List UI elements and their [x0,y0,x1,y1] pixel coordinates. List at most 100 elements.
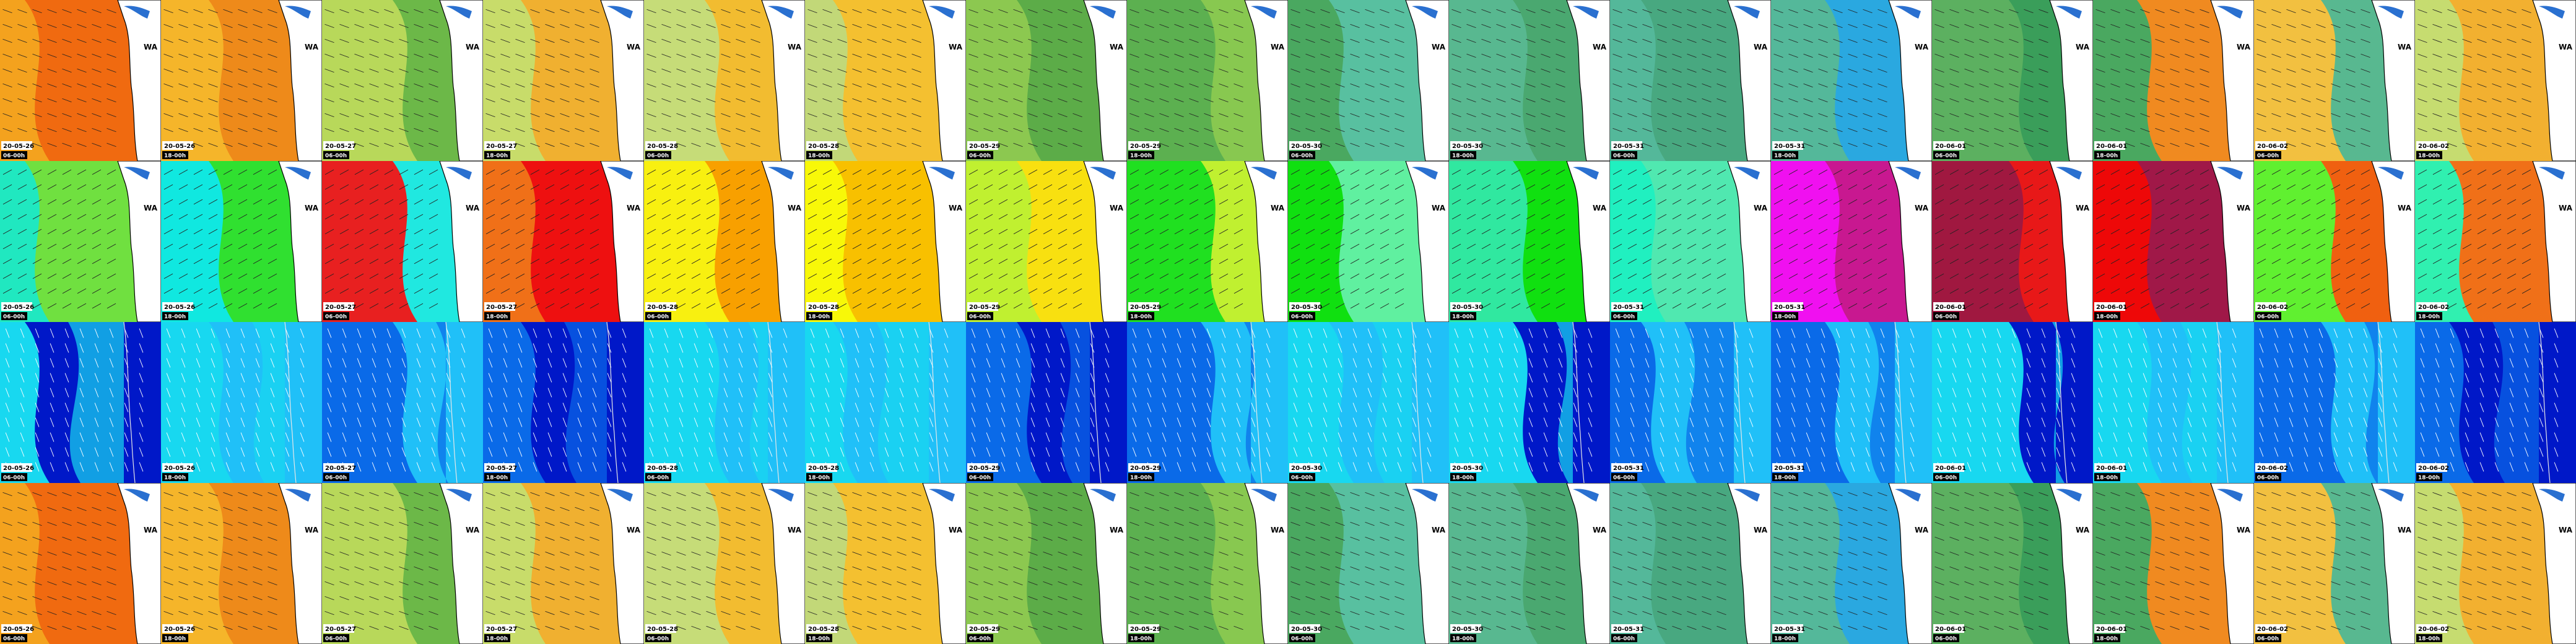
arrow [1290,113,1300,118]
arrow [676,83,686,88]
arrow [721,98,731,103]
arrow [1645,417,1650,427]
arrow [178,98,188,103]
arrow [429,113,438,118]
arrow [2170,128,2180,133]
arrow [1221,417,1226,427]
arrow [2492,228,2502,235]
arrow [2509,462,2514,472]
label-box [162,302,193,311]
arrow [1367,388,1372,398]
arrow [1615,328,1620,338]
arrow [2465,417,2469,427]
arrow [1105,343,1110,353]
arrow [268,184,277,190]
arrow [2318,402,2323,412]
arrow [1833,142,1843,147]
arrow [1657,98,1667,103]
arrow [1013,38,1023,43]
arrow [1305,199,1315,205]
arrow [1189,184,1199,190]
arrow [575,243,585,250]
arrow [2232,432,2237,442]
arrow [429,303,438,309]
arrow [515,38,525,43]
arrow [1689,402,1694,412]
arrow [2539,462,2544,472]
arrow [691,113,701,118]
arrow [193,128,203,133]
arrow [590,24,599,28]
arrow [1687,53,1697,58]
arrow [399,98,409,103]
arrow [238,625,248,630]
arrow [1660,328,1664,338]
arrow [1352,343,1357,353]
arrow [1672,303,1682,309]
arrow [372,343,376,353]
arrow [515,169,525,175]
field-band [2009,322,2093,483]
arrow [768,447,773,457]
arrow [676,169,686,175]
arrow [268,243,277,250]
arrow [1967,388,1972,398]
arrow [1189,9,1199,14]
arrow [2155,83,2165,88]
arrow [193,566,203,571]
arrow [461,402,466,412]
arrow [324,492,334,497]
arrow [1895,373,1900,383]
time-label: 18-00h [486,314,508,320]
arrow [661,492,671,497]
arrow [1481,243,1491,250]
arrow [562,402,567,412]
arrow [2507,184,2517,190]
arrow [47,128,57,133]
arrow [503,432,508,442]
arrow [2009,83,2019,88]
arrow [2187,417,2192,427]
arrow [751,169,760,175]
arrow [1219,214,1229,220]
arrow [944,432,949,442]
arrow [575,98,585,103]
arrow [1645,462,1650,472]
arrow [1043,243,1053,250]
arrow [983,98,993,103]
arrow [386,358,391,368]
arrow [414,611,424,616]
arrow [1833,214,1843,220]
arrow [2125,169,2135,175]
arrow [1290,98,1300,103]
arrow [17,24,27,28]
arrow [1367,343,1372,353]
arrow [500,521,510,526]
arrow [1219,228,1229,235]
arrow [852,142,862,147]
arrow [562,328,567,338]
arrow [855,432,859,442]
label-box [1450,141,1481,150]
arrow [238,596,248,601]
arrow [446,432,451,442]
arrow [2539,328,2544,338]
arrow [1073,228,1082,235]
arrow [1058,214,1068,220]
arrow [2286,113,2296,118]
arrow [384,68,394,73]
arrow [1806,402,1811,412]
arrow [1996,373,2001,383]
arrow [1496,184,1506,190]
arrow [560,169,570,175]
arrow [1469,402,1474,412]
arrow [1702,184,1712,190]
arrow [2450,417,2455,427]
arrow [223,581,233,586]
arrow [929,417,934,427]
arrow [1615,388,1620,398]
arrow [1251,358,1256,368]
arrow [1791,358,1796,368]
arrow [2,68,12,73]
arrow [1657,303,1667,309]
